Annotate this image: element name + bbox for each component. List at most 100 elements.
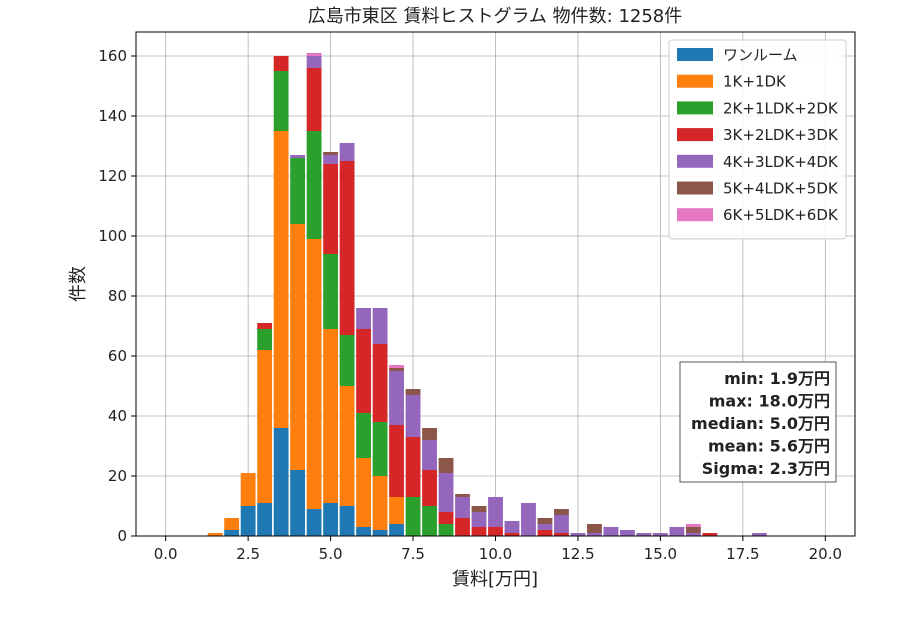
bar-segment [636, 533, 652, 536]
bar-segment [257, 323, 273, 329]
x-tick-label: 10.0 [479, 545, 512, 563]
x-tick-label: 5.0 [319, 545, 343, 563]
bar-segment [224, 530, 240, 536]
y-axis-label: 件数 [68, 266, 89, 302]
legend-box [668, 39, 847, 240]
bar-segment [422, 470, 437, 506]
y-tick-label: 0 [117, 527, 127, 545]
bar-segment [372, 530, 388, 536]
bar-segment [240, 473, 256, 506]
bar-segment [273, 56, 289, 71]
bar-segment [488, 527, 503, 536]
bar-segment [455, 497, 470, 518]
bar-segment [537, 518, 553, 524]
legend-label: ワンルーム [723, 46, 798, 64]
stats-line: mean: 5.6万円 [708, 437, 830, 456]
bar-segment [323, 503, 339, 536]
bar-segment [471, 506, 487, 512]
bar-segment [620, 530, 635, 536]
bar-segment [306, 509, 322, 536]
bar-segment [389, 368, 404, 371]
bar-segment [504, 521, 520, 533]
bar-segment [389, 425, 404, 497]
bar-segment [224, 518, 240, 530]
legend-label: 6K+5LDK+6DK [723, 206, 839, 224]
bar-segment [570, 533, 586, 536]
bar-segment [438, 524, 454, 536]
bar-segment [372, 344, 388, 422]
bar-segment [405, 437, 421, 497]
x-tick-label: 0.0 [154, 545, 178, 563]
bar-segment [240, 506, 256, 536]
bar-segment [504, 533, 520, 536]
x-axis-ticks: 0.0 2.5 5.0 7.5 10.0 12.5 15.0 17.5 20.0 [154, 536, 842, 563]
x-tick-label: 2.5 [236, 545, 260, 563]
bar-segment [372, 476, 388, 530]
bar-segment [471, 512, 487, 527]
bar-segment [306, 53, 322, 56]
bar-segment [356, 413, 371, 458]
legend-swatch [677, 154, 713, 168]
bar-segment [323, 155, 339, 164]
bar-segment [669, 527, 685, 536]
bar-segment [554, 509, 569, 515]
bar-segment [273, 131, 289, 428]
bar-segment [405, 497, 421, 536]
bar-segment [372, 308, 388, 344]
legend-label: 2K+1LDK+2DK [723, 99, 839, 117]
stats-box: min: 1.9万円 max: 18.0万円 median: 5.0万円 mean: … [679, 361, 837, 483]
bar-segment [455, 518, 470, 536]
y-axis-ticks: 0 20 40 60 80 100 120 140 160 [98, 47, 136, 545]
bar-segment [323, 329, 339, 503]
bar-segment [488, 497, 503, 527]
bar-segment [356, 329, 371, 413]
y-tick-label: 20 [108, 467, 127, 485]
y-tick-label: 100 [98, 227, 127, 245]
bar-segment [603, 527, 619, 536]
y-tick-label: 60 [108, 347, 127, 365]
bar-segment [537, 530, 553, 536]
x-tick-label: 17.5 [726, 545, 759, 563]
x-tick-label: 12.5 [561, 545, 594, 563]
bar-segment [389, 497, 404, 524]
stats-line: Sigma: 2.3万円 [702, 459, 830, 478]
bar-segment [554, 515, 569, 533]
legend-swatch [677, 101, 713, 115]
bar-segment [389, 524, 404, 536]
legend: ワンルーム 1K+1DK 2K+1LDK+2DK 3K+2LDK+3DK 4K+3LDK… [668, 39, 847, 240]
bar-segment [356, 527, 371, 536]
bar-segment [306, 131, 322, 239]
bar-segment [438, 512, 454, 524]
bar-segment [471, 527, 487, 536]
stats-line: max: 18.0万円 [709, 392, 830, 411]
chart-title: 広島市東区 賃料ヒストグラム 物件数: 1258件 [308, 6, 683, 27]
bar-segment [521, 503, 536, 536]
bar-segment [339, 143, 355, 161]
bar-segment [290, 224, 306, 470]
bar-segment [339, 161, 355, 335]
bar-segment [422, 506, 437, 536]
bar-segment [405, 389, 421, 395]
y-tick-label: 140 [98, 107, 127, 125]
bar-segment [422, 428, 437, 440]
y-tick-label: 160 [98, 47, 127, 65]
bar-segment [372, 422, 388, 476]
bar-segment [306, 239, 322, 509]
legend-label: 4K+3LDK+4DK [723, 153, 839, 171]
bar-segment [323, 254, 339, 329]
bar-segment [356, 458, 371, 527]
bar-segment [306, 68, 322, 131]
bar-segment [685, 533, 701, 536]
bar-segment [685, 524, 701, 527]
bar-segment [702, 533, 718, 536]
bar-segment [537, 524, 553, 530]
x-tick-label: 20.0 [809, 545, 842, 563]
bar-segment [438, 458, 454, 473]
bar-segment [389, 365, 404, 368]
bar-segment [290, 155, 306, 158]
bar-segment [405, 395, 421, 437]
bar-segment [422, 440, 437, 470]
x-tick-label: 15.0 [644, 545, 677, 563]
bar-segment [554, 533, 569, 536]
